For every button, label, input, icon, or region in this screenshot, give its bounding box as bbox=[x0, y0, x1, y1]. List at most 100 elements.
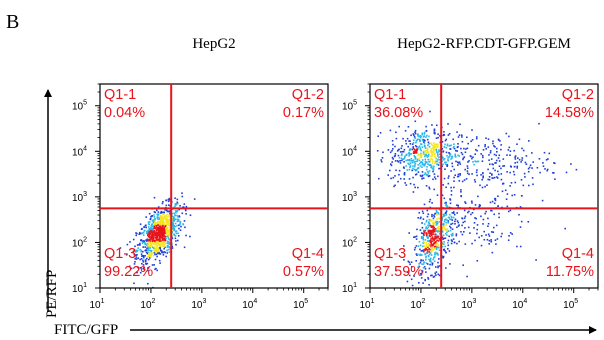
event-point bbox=[181, 192, 183, 194]
event-point bbox=[409, 143, 412, 145]
event-point bbox=[157, 230, 160, 233]
event-point bbox=[185, 234, 187, 237]
event-point bbox=[153, 239, 155, 242]
event-point bbox=[402, 158, 404, 160]
event-point bbox=[457, 173, 460, 176]
event-point bbox=[429, 218, 432, 221]
event-point bbox=[173, 233, 175, 235]
event-point bbox=[414, 132, 417, 135]
x-tick-label: 102 bbox=[140, 298, 155, 311]
event-point bbox=[145, 239, 147, 241]
event-point bbox=[437, 143, 439, 146]
scatter-points bbox=[376, 110, 578, 287]
event-point bbox=[565, 171, 568, 174]
x-tick-label: 103 bbox=[191, 298, 206, 311]
event-point bbox=[437, 136, 439, 139]
event-point bbox=[155, 229, 158, 231]
event-point bbox=[417, 138, 419, 140]
event-point bbox=[426, 151, 429, 154]
event-point bbox=[419, 253, 422, 256]
event-point bbox=[458, 155, 461, 157]
event-point bbox=[154, 240, 156, 243]
event-point bbox=[147, 233, 149, 235]
event-point bbox=[433, 214, 435, 217]
event-point bbox=[394, 154, 396, 157]
event-point bbox=[428, 223, 431, 225]
x-tick-label: 103 bbox=[461, 298, 476, 311]
event-point bbox=[160, 211, 163, 214]
event-point bbox=[416, 158, 419, 161]
event-point bbox=[427, 276, 429, 279]
event-point bbox=[443, 223, 445, 226]
event-point bbox=[162, 251, 164, 254]
event-point bbox=[471, 129, 473, 131]
event-point bbox=[136, 254, 138, 256]
event-point bbox=[150, 231, 152, 233]
event-point bbox=[469, 232, 471, 234]
event-point bbox=[442, 184, 444, 186]
event-point bbox=[404, 155, 406, 158]
event-point bbox=[428, 234, 431, 236]
event-point bbox=[425, 243, 428, 246]
event-point bbox=[413, 168, 415, 171]
event-point bbox=[476, 149, 478, 152]
event-point bbox=[521, 147, 523, 150]
event-point bbox=[432, 223, 435, 226]
panel-label: B bbox=[6, 11, 19, 33]
event-point bbox=[508, 146, 511, 149]
quadrant-percent: 37.59% bbox=[374, 264, 423, 280]
event-point bbox=[507, 210, 510, 213]
event-point bbox=[167, 230, 170, 232]
event-point bbox=[445, 210, 448, 212]
event-point bbox=[421, 222, 423, 224]
event-point bbox=[459, 174, 461, 176]
event-point bbox=[165, 219, 167, 222]
event-point bbox=[173, 229, 176, 231]
event-point bbox=[176, 214, 178, 217]
event-point bbox=[426, 138, 429, 141]
event-point bbox=[471, 139, 474, 141]
event-point bbox=[167, 242, 170, 245]
event-point bbox=[478, 204, 481, 206]
event-point bbox=[449, 155, 451, 157]
event-point bbox=[160, 249, 162, 252]
event-point bbox=[410, 158, 413, 160]
event-point bbox=[425, 227, 427, 230]
event-point bbox=[434, 212, 436, 215]
event-point bbox=[400, 147, 403, 150]
event-point bbox=[425, 185, 428, 187]
event-point bbox=[435, 137, 438, 139]
event-point bbox=[161, 239, 164, 241]
event-point bbox=[446, 231, 448, 234]
event-point bbox=[152, 233, 154, 235]
event-point bbox=[495, 154, 497, 157]
event-point bbox=[506, 205, 509, 208]
event-point bbox=[154, 239, 157, 242]
event-point bbox=[454, 218, 457, 221]
event-point bbox=[150, 242, 152, 244]
event-point bbox=[163, 230, 166, 232]
event-point bbox=[154, 219, 156, 222]
event-point bbox=[492, 231, 495, 233]
event-point bbox=[430, 245, 432, 248]
event-point bbox=[418, 135, 420, 138]
event-point bbox=[532, 161, 534, 163]
event-point bbox=[539, 171, 541, 174]
event-point bbox=[520, 220, 523, 223]
event-point bbox=[443, 214, 446, 217]
event-point bbox=[168, 223, 170, 226]
event-point bbox=[493, 213, 495, 216]
event-point bbox=[428, 243, 430, 245]
event-point bbox=[511, 233, 513, 235]
event-point bbox=[166, 213, 169, 215]
event-point bbox=[151, 239, 154, 241]
event-point bbox=[161, 250, 163, 252]
event-point bbox=[143, 226, 146, 228]
event-point bbox=[429, 110, 431, 113]
event-point bbox=[434, 237, 437, 239]
event-point bbox=[522, 184, 525, 187]
event-point bbox=[171, 222, 174, 224]
event-point bbox=[163, 226, 166, 229]
event-point bbox=[509, 150, 512, 152]
event-point bbox=[175, 243, 177, 246]
